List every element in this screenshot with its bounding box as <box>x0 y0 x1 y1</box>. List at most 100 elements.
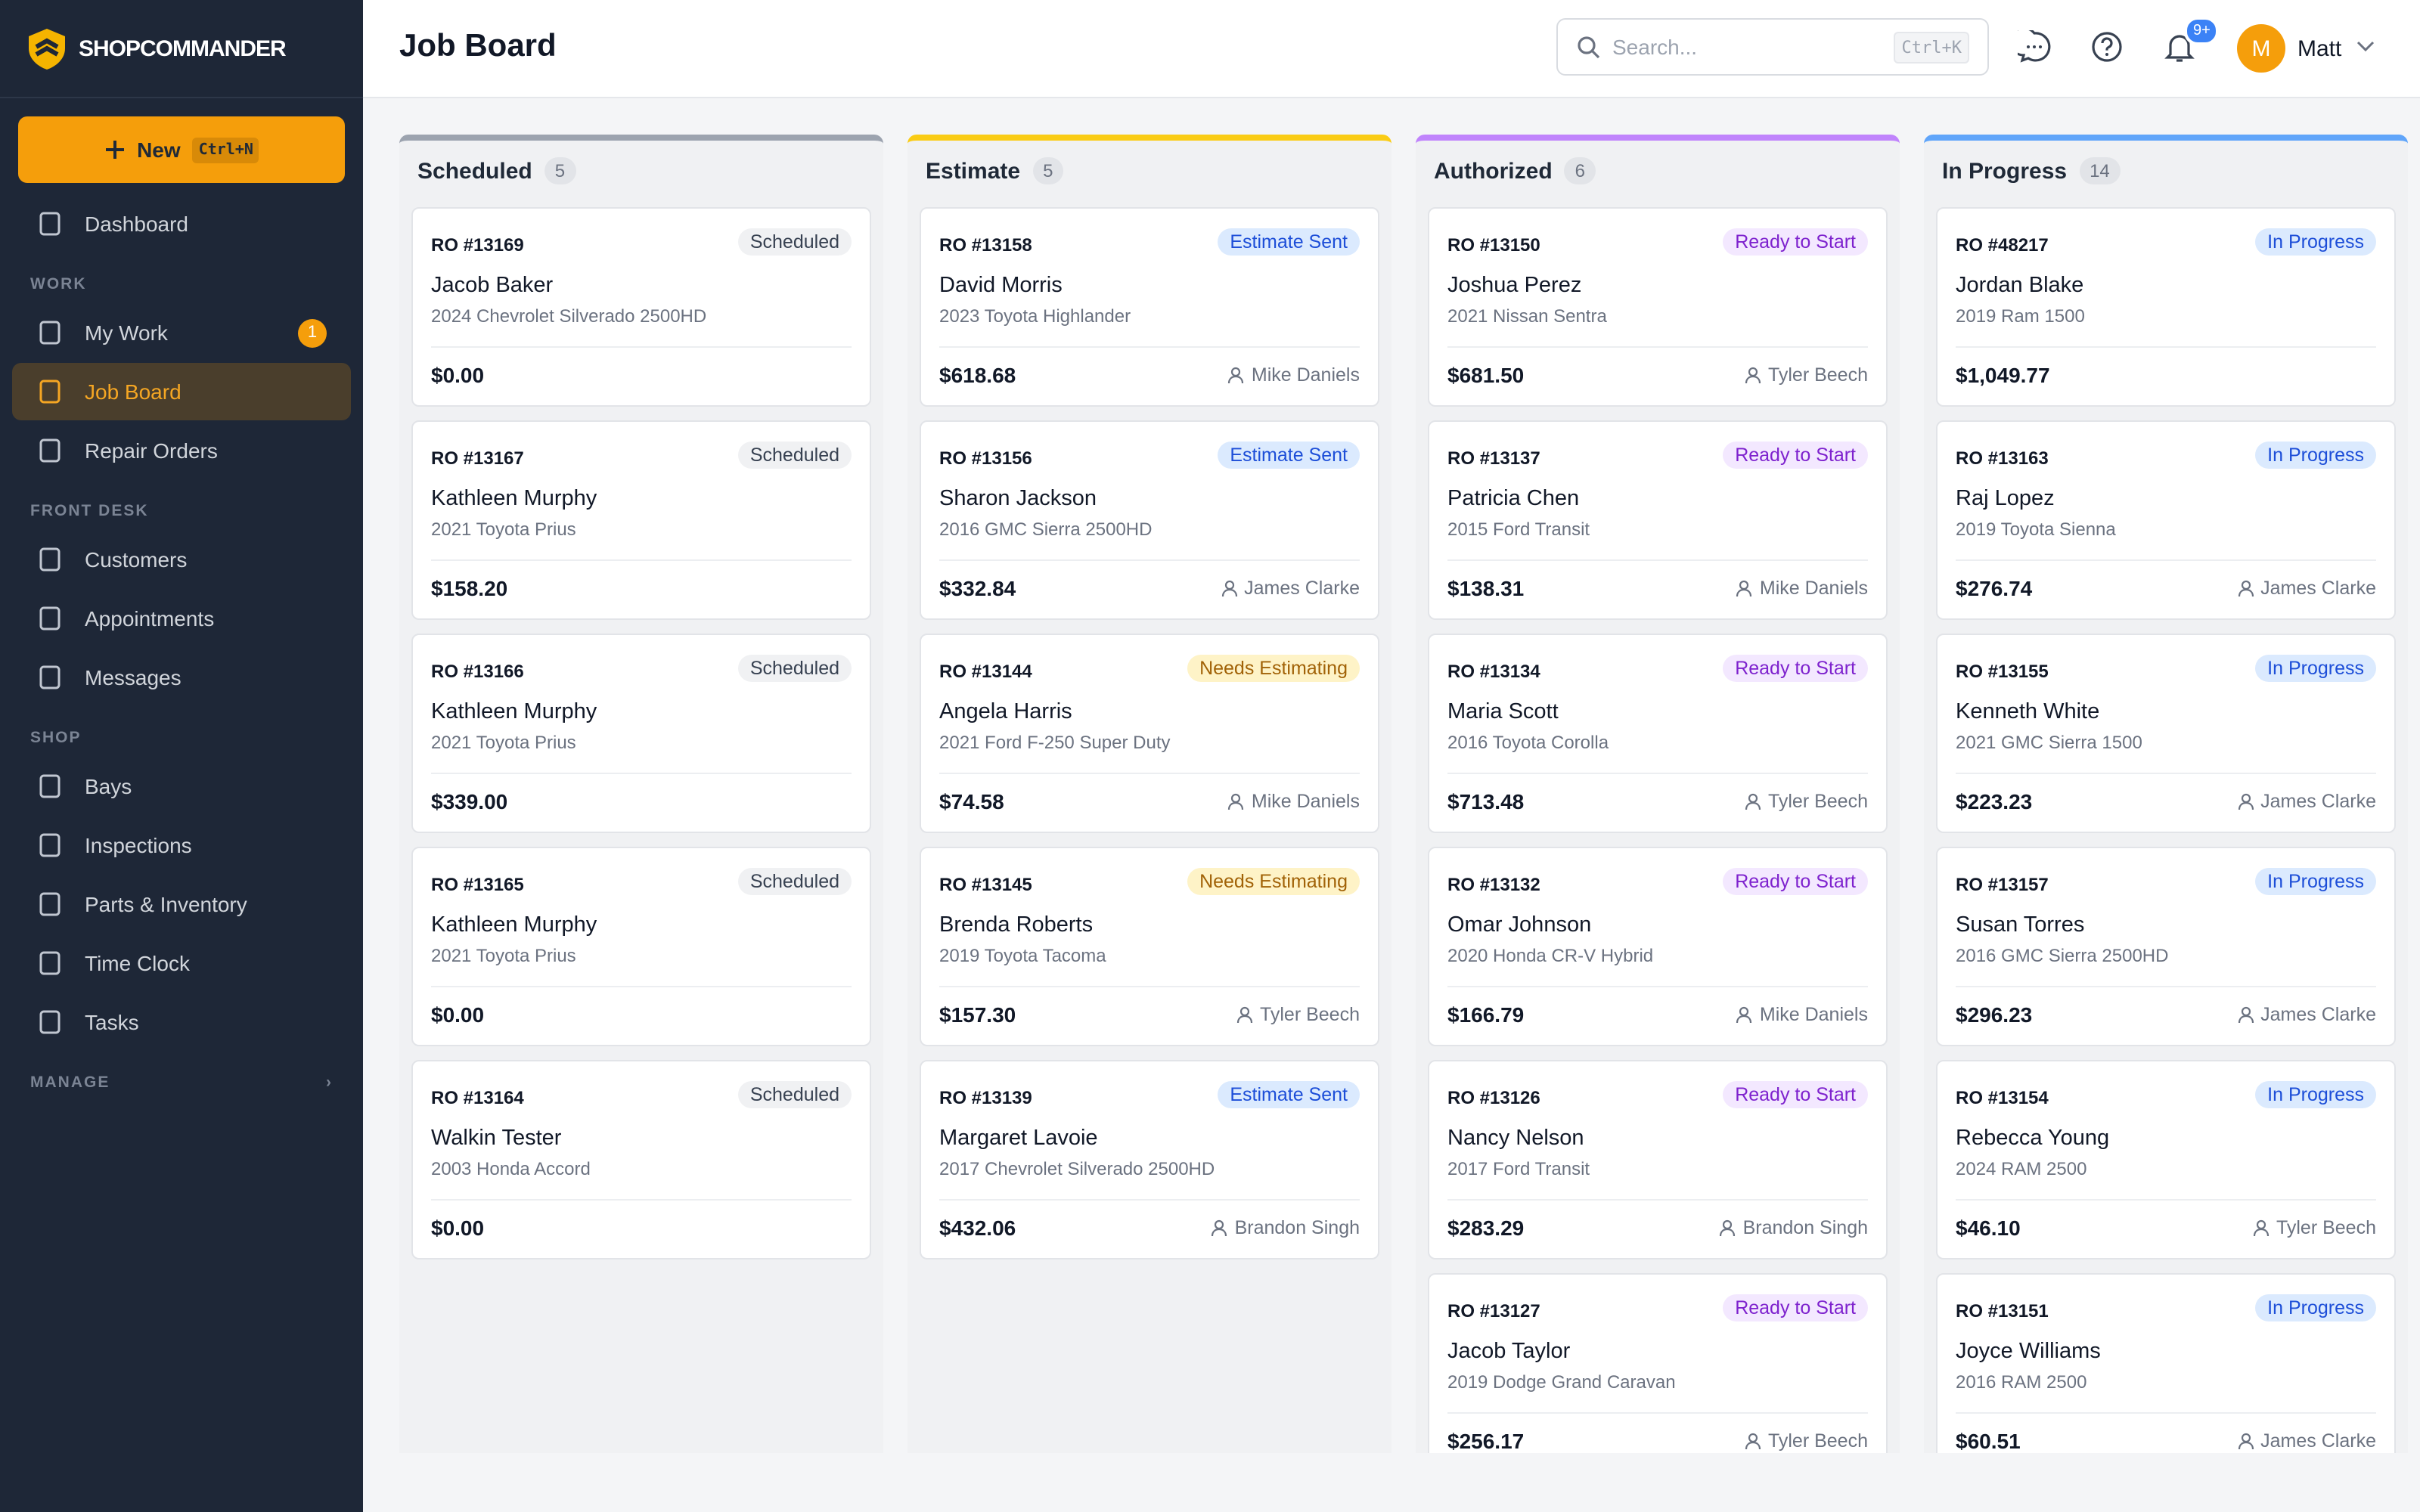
icon <box>1745 367 1761 384</box>
status-badge: Needs Estimating <box>1187 868 1360 895</box>
nav-item[interactable]: Repair Orders <box>12 422 351 479</box>
status-badge: Ready to Start <box>1723 228 1868 256</box>
nav-item[interactable]: Inspections <box>12 816 351 874</box>
logo-icon <box>29 29 65 70</box>
job-card[interactable]: RO #13150 Ready to Start Joshua Perez 2021 … <box>1428 207 1888 407</box>
nav-item[interactable]: My Work 1 <box>12 304 351 361</box>
icon <box>1212 1219 1227 1237</box>
icon <box>39 774 60 798</box>
user-name[interactable]: Matt <box>2297 36 2342 62</box>
status-badge: Ready to Start <box>1723 655 1868 682</box>
technician: Tyler Beech <box>1744 1430 1868 1452</box>
customer: Brenda Roberts <box>939 913 1094 937</box>
status-badge: In Progress <box>2255 868 2376 895</box>
status-badge: Scheduled <box>737 442 852 469</box>
shortcut: Ctrl+K <box>1894 31 1969 63</box>
nav-item[interactable]: Dashboard <box>12 195 351 253</box>
amount: $432.06 <box>939 1216 1016 1240</box>
job-card[interactable]: RO #13166 Scheduled Kathleen Murphy 2021 To… <box>411 634 871 833</box>
search-icon <box>1578 36 1600 59</box>
nav-item[interactable]: Job Board <box>12 363 351 420</box>
column-count: 5 <box>544 157 576 184</box>
status-badge: Scheduled <box>737 655 852 682</box>
technician-name: Tyler Beech <box>1767 364 1868 386</box>
icon <box>1228 367 1244 384</box>
ro-number: RO #13137 <box>1447 448 1540 469</box>
icon <box>2238 580 2254 597</box>
column-header: Estimate 5 <box>908 141 1392 201</box>
column-title: Estimate <box>926 158 1021 184</box>
chevron <box>2356 41 2375 52</box>
amount: $223.23 <box>1956 789 2033 813</box>
job-card[interactable]: RO #13134 Ready to Start Maria Scott 2016 T… <box>1428 634 1888 833</box>
technician: James Clarke <box>2236 791 2376 812</box>
nav-item[interactable]: Customers <box>12 531 351 588</box>
amount: $0.00 <box>431 1002 485 1027</box>
messages-button[interactable] <box>2018 30 2051 64</box>
status-badge: Ready to Start <box>1723 442 1868 469</box>
column: Authorized 6 RO #13150 Ready to Start Joshua… <box>1416 135 1900 1453</box>
nav-label: Time Clock <box>85 951 190 975</box>
job-card[interactable]: RO #13156 Estimate Sent Sharon Jackson 2016… <box>920 420 1379 620</box>
icon <box>39 665 60 689</box>
job-card[interactable]: RO #13158 Estimate Sent David Morris 2023 T… <box>920 207 1379 407</box>
nav-item[interactable]: Messages <box>12 649 351 706</box>
job-card[interactable]: RO #13126 Ready to Start Nancy Nelson 2017 … <box>1428 1060 1888 1259</box>
status-badge: In Progress <box>2255 1294 2376 1321</box>
nav-item[interactable]: Parts & Inventory <box>12 875 351 933</box>
technician-name: James Clarke <box>2260 1004 2376 1025</box>
technician-name: James Clarke <box>2260 791 2376 812</box>
vehicle: 2016 Toyota Corolla <box>1447 732 1609 753</box>
status-badge: Scheduled <box>737 1081 852 1108</box>
section-label: FRONT DESK <box>30 502 149 520</box>
job-card[interactable]: RO #13167 Scheduled Kathleen Murphy 2021 To… <box>411 420 871 620</box>
job-card[interactable]: RO #13132 Ready to Start Omar Johnson 2020 … <box>1428 847 1888 1046</box>
ro-number: RO #13127 <box>1447 1300 1540 1321</box>
job-card[interactable]: RO #13165 Scheduled Kathleen Murphy 2021 To… <box>411 847 871 1046</box>
ro-number: RO #13134 <box>1447 661 1540 682</box>
job-card[interactable]: RO #13157 In Progress Susan Torres 2016 GMC… <box>1936 847 2396 1046</box>
job-card[interactable]: RO #13151 In Progress Joyce Williams 2016 R… <box>1936 1273 2396 1453</box>
job-card[interactable]: RO #13164 Scheduled Walkin Tester 2003 Hond… <box>411 1060 871 1259</box>
job-card[interactable]: RO #13144 Needs Estimating Angela Harris 20… <box>920 634 1379 833</box>
vehicle: 2021 Toyota Prius <box>431 945 576 966</box>
nav-label: Dashboard <box>85 212 188 236</box>
section-heading[interactable]: MANAGE › <box>0 1052 363 1101</box>
divider <box>939 773 1360 774</box>
job-card[interactable]: RO #13155 In Progress Kenneth White 2021 GM… <box>1936 634 2396 833</box>
nav-item[interactable]: Time Clock <box>12 934 351 992</box>
amount: $74.58 <box>939 789 1004 813</box>
job-card[interactable]: RO #13139 Estimate Sent Margaret Lavoie 201… <box>920 1060 1379 1259</box>
job-card[interactable]: RO #48217 In Progress Jordan Blake 2019 Ram… <box>1936 207 2396 407</box>
nav-item[interactable]: Tasks <box>12 993 351 1051</box>
nav-label: Customers <box>85 547 188 572</box>
job-card[interactable]: RO #13169 Scheduled Jacob Baker 2024 Chevro… <box>411 207 871 407</box>
nav-label: Inspections <box>85 833 192 857</box>
avatar[interactable]: M <box>2237 24 2285 73</box>
customer: Jacob Baker <box>431 274 554 298</box>
job-card[interactable]: RO #13154 In Progress Rebecca Young 2024 RA… <box>1936 1060 2396 1259</box>
divider <box>1956 346 2376 348</box>
customer: Susan Torres <box>1956 913 2085 937</box>
customer: Kenneth White <box>1956 700 2100 724</box>
technician-name: Mike Daniels <box>1759 578 1868 599</box>
search[interactable]: Search... Ctrl+K <box>1556 18 1989 76</box>
job-card[interactable]: RO #13145 Needs Estimating Brenda Roberts 2… <box>920 847 1379 1046</box>
nav-item[interactable]: Appointments <box>12 590 351 647</box>
help-button[interactable] <box>2090 30 2124 64</box>
new-button[interactable]: New Ctrl+N <box>18 116 345 183</box>
status-badge: Scheduled <box>737 228 852 256</box>
divider <box>939 346 1360 348</box>
job-card[interactable]: RO #13137 Ready to Start Patricia Chen 2015… <box>1428 420 1888 620</box>
vehicle: 2021 Toyota Prius <box>431 732 576 753</box>
notifications-button[interactable] <box>2163 30 2196 64</box>
divider <box>1447 1412 1868 1414</box>
nav-item[interactable]: Bays <box>12 758 351 815</box>
job-board: Scheduled 5 RO #13169 Scheduled Jacob Baker 2… <box>363 98 2420 1453</box>
technician-name: Mike Daniels <box>1251 791 1360 812</box>
technician: Mike Daniels <box>1736 578 1868 599</box>
job-card[interactable]: RO #13163 In Progress Raj Lopez 2019 Toyota… <box>1936 420 2396 620</box>
job-card[interactable]: RO #13127 Ready to Start Jacob Taylor 2019 … <box>1428 1273 1888 1453</box>
technician-name: Mike Daniels <box>1759 1004 1868 1025</box>
technician: Mike Daniels <box>1227 791 1360 812</box>
